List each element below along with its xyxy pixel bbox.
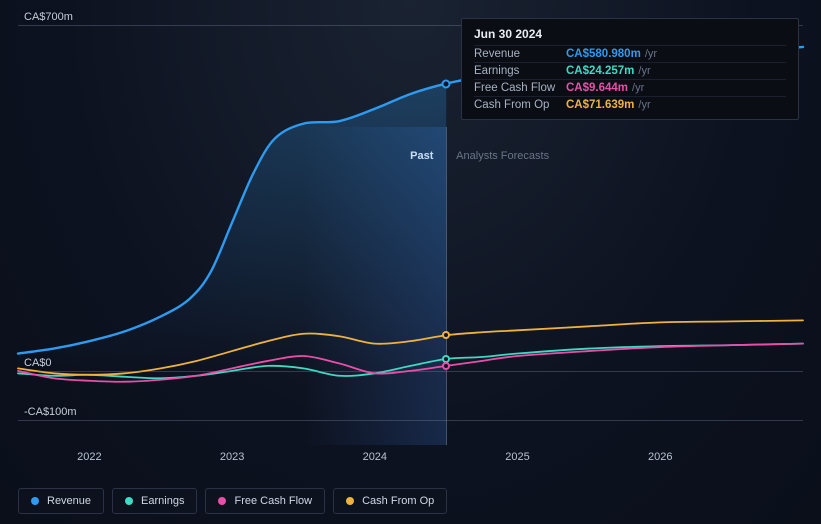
tooltip-row: Free Cash FlowCA$9.644m/yr (474, 79, 786, 96)
revenue-legend-dot (31, 497, 39, 505)
fcf-marker (442, 362, 450, 370)
x-axis-label: 2023 (220, 451, 244, 463)
tooltip-row-unit: /yr (638, 65, 650, 77)
past-section-label: Past (410, 150, 433, 162)
cfo-legend-dot (346, 497, 354, 505)
legend-item-label: Revenue (47, 495, 91, 507)
legend-item-cfo[interactable]: Cash From Op (333, 488, 447, 514)
x-axis-label: 2022 (77, 451, 101, 463)
tooltip-row-value: CA$580.980m (566, 48, 641, 60)
tooltip-row: RevenueCA$580.980m/yr (474, 45, 786, 62)
y-axis-label: CA$700m (24, 11, 73, 23)
revenue-marker (442, 79, 451, 88)
tooltip-date: Jun 30 2024 (474, 27, 786, 41)
forecast-section-label: Analysts Forecasts (456, 150, 549, 162)
tooltip-row: Cash From OpCA$71.639m/yr (474, 96, 786, 113)
tooltip-row-label: Earnings (474, 65, 566, 77)
tooltip-row-label: Free Cash Flow (474, 82, 566, 94)
legend-item-fcf[interactable]: Free Cash Flow (205, 488, 325, 514)
gridline (18, 420, 803, 421)
tooltip-row-unit: /yr (638, 99, 650, 111)
legend-item-label: Free Cash Flow (234, 495, 312, 507)
x-axis-label: 2024 (363, 451, 387, 463)
past-highlight-band (303, 127, 446, 445)
legend-item-revenue[interactable]: Revenue (18, 488, 104, 514)
earnings-legend-dot (125, 497, 133, 505)
tooltip-row-value: CA$24.257m (566, 65, 634, 77)
tooltip-row-label: Revenue (474, 48, 566, 60)
gridline (18, 371, 803, 372)
past-forecast-divider (446, 127, 447, 445)
chart-tooltip: Jun 30 2024 RevenueCA$580.980m/yrEarning… (461, 18, 799, 120)
y-axis-label: -CA$100m (24, 406, 77, 418)
tooltip-row: EarningsCA$24.257m/yr (474, 62, 786, 79)
tooltip-row-unit: /yr (645, 48, 657, 60)
legend-item-earnings[interactable]: Earnings (112, 488, 197, 514)
x-axis-label: 2026 (648, 451, 672, 463)
tooltip-row-value: CA$9.644m (566, 82, 628, 94)
cfo-marker (442, 331, 450, 339)
tooltip-rows: RevenueCA$580.980m/yrEarningsCA$24.257m/… (474, 45, 786, 113)
tooltip-row-unit: /yr (632, 82, 644, 94)
chart-legend: Revenue Earnings Free Cash Flow Cash From O… (18, 488, 447, 514)
cfo-line (18, 320, 803, 374)
tooltip-row-value: CA$71.639m (566, 99, 634, 111)
legend-item-label: Cash From Op (362, 495, 434, 507)
legend-item-label: Earnings (141, 495, 184, 507)
y-axis-label: CA$0 (24, 357, 52, 369)
x-axis-label: 2025 (505, 451, 529, 463)
revenue-area (18, 84, 446, 371)
fcf-legend-dot (218, 497, 226, 505)
earnings-line (18, 344, 803, 379)
tooltip-row-label: Cash From Op (474, 99, 566, 111)
fcf-line (18, 344, 803, 382)
